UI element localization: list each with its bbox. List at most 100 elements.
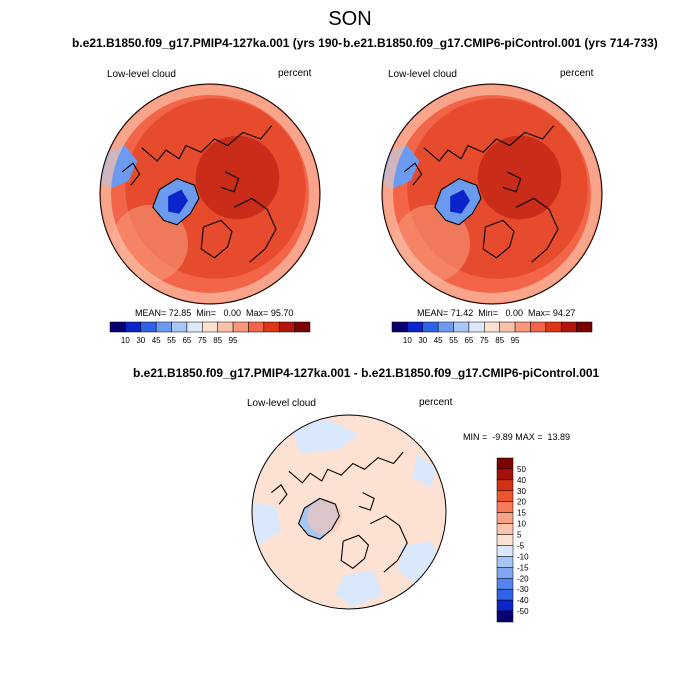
panel3-colorbar-tick: -20 xyxy=(517,574,529,583)
panel3-colorbar-box xyxy=(496,534,514,546)
panel2-colorbar-tick: 10 xyxy=(403,336,412,345)
panel1-colorbar: 10 30 45 55 65 75 85 95 xyxy=(109,321,311,345)
panel3-variable-label: Low-level cloud xyxy=(247,398,316,409)
panel2-coastline xyxy=(434,177,482,226)
panel2-colorbar-box xyxy=(484,321,500,333)
panel2-colorbar-box xyxy=(514,321,531,333)
panel2-coastline xyxy=(515,197,559,263)
panel2-coastline xyxy=(482,219,515,259)
panel3-colorbar-tick: 30 xyxy=(517,487,526,496)
panel2-map-border xyxy=(381,83,603,305)
panel3-colorbar-tick: 50 xyxy=(517,465,526,474)
panel1-map xyxy=(99,83,321,305)
panel2-units-label: percent xyxy=(560,68,594,79)
panel2-coastline xyxy=(502,171,522,193)
panel3-colorbar-tick: -50 xyxy=(517,607,529,616)
panel1-coastline xyxy=(200,219,233,259)
panel2-colorbar: 10 30 45 55 65 75 85 95 xyxy=(391,321,593,345)
panel3-stats: MIN = -9.89 MAX = 13.89 xyxy=(463,432,571,442)
panel3-negative-region xyxy=(334,570,383,608)
panel1-colorbar-tick: 65 xyxy=(182,336,191,345)
panel3-colorbar-tick: 5 xyxy=(517,531,522,540)
panel1-coastline xyxy=(152,177,200,226)
panel3-colorbar-tick: -30 xyxy=(517,585,529,594)
panel3-colorbar-tick: 40 xyxy=(517,476,526,485)
panel3-colorbar-box xyxy=(496,610,514,623)
panel3-coastline xyxy=(271,483,288,505)
panel2-colorbar-box xyxy=(422,321,439,333)
panel2-colorbar-box xyxy=(560,321,577,333)
panel2-colorbar-tick: 75 xyxy=(480,336,489,345)
panel3-colorbar-box xyxy=(496,545,514,557)
panel3-positive-region xyxy=(307,499,343,535)
panel3-colorbar-tick: -10 xyxy=(517,552,529,561)
panel1-colorbar-box xyxy=(278,321,295,333)
panel1-colorbar-tick: 30 xyxy=(136,336,145,345)
panel1-colorbar-box xyxy=(186,321,203,333)
panel1-colorbar-box xyxy=(232,321,249,333)
panel3-negative-region xyxy=(412,453,437,488)
panel2-colorbar-box xyxy=(453,321,470,333)
panel1-coastline xyxy=(220,171,240,193)
panel1-coastline xyxy=(121,162,141,186)
panel1-colorbar-tick: 95 xyxy=(229,336,238,345)
panel2-title: b.e21.B1850.f09_g17.CMIP6-piControl.001 … xyxy=(342,36,658,50)
panel2-variable-label: Low-level cloud xyxy=(388,69,457,80)
panel2-colorbar-box xyxy=(576,321,593,333)
panel3-colorbar-box xyxy=(496,490,514,502)
panel3-colorbar: 50 40 30 20 15 10 5-5 -10 -15 -20 -30 -40 -50 xyxy=(496,457,529,623)
panel1-colorbar-box xyxy=(217,321,234,333)
panel1-map-border xyxy=(99,83,321,305)
panel1-variable-label: Low-level cloud xyxy=(107,69,176,80)
panel1-coastline xyxy=(233,197,277,263)
panel2-coastline xyxy=(423,125,555,162)
panel3-colorbar-box xyxy=(496,556,514,568)
panel3-units-label: percent xyxy=(419,397,453,408)
panel1-title: b.e21.B1850.f09_g17.PMIP4-127ka.001 (yrs… xyxy=(72,36,367,50)
panel1-colorbar-box xyxy=(202,321,218,333)
panel2-greenland-min xyxy=(450,189,470,214)
panel3-coastline xyxy=(297,497,340,540)
panel3-coastline xyxy=(358,492,375,511)
panel3-colorbar-box xyxy=(496,588,514,601)
panel2-colorbar-box xyxy=(407,321,424,333)
panel1-colorbar-box xyxy=(248,321,265,333)
panel1-stats: MEAN= 72.85 Min= 0.00 Max= 95.70 xyxy=(135,308,294,318)
panel3-negative-region xyxy=(252,502,282,546)
panel2-stats: MEAN= 71.42 Min= 0.00 Max= 94.27 xyxy=(417,308,576,318)
panel3-colorbar-box xyxy=(496,501,514,513)
panel1-colorbar-box xyxy=(125,321,142,333)
panel3-negative-region xyxy=(290,419,359,454)
panel2-colorbar-box xyxy=(545,321,562,333)
panel3-colorbar-tick: -40 xyxy=(517,596,529,605)
panel1-colorbar-tick: 75 xyxy=(198,336,207,345)
panel3-colorbar-box xyxy=(496,512,514,524)
panel3-title: b.e21.B1850.f09_g17.PMIP4-127ka.001 - b.… xyxy=(133,366,600,380)
panel2-colorbar-box xyxy=(468,321,485,333)
panel2-colorbar-tick: 30 xyxy=(418,336,427,345)
panel1-colorbar-tick: 45 xyxy=(152,336,161,345)
panel3-colorbar-box xyxy=(496,479,514,492)
panel3-colorbar-box xyxy=(496,578,514,590)
panel3-colorbar-tick: 20 xyxy=(517,498,526,507)
panel1-colorbar-box xyxy=(263,321,280,333)
panel1-colorbar-tick: 55 xyxy=(167,336,176,345)
panel1-colorbar-tick: 10 xyxy=(121,336,130,345)
panel3-colorbar-box xyxy=(496,457,514,470)
panel3-colorbar-box xyxy=(496,567,514,579)
panel3-map xyxy=(251,414,447,610)
panel1-colorbar-box xyxy=(155,321,172,333)
panel3-coastline xyxy=(288,451,404,484)
panel1-greenland-min xyxy=(168,189,188,214)
panel2-colorbar-tick: 65 xyxy=(464,336,473,345)
panel1-colorbar-box xyxy=(109,321,126,333)
panel2-colorbar-tick: 55 xyxy=(449,336,458,345)
panel1-colorbar-box xyxy=(294,321,311,333)
panel2-colorbar-tick: 85 xyxy=(495,336,504,345)
panel2-coastline xyxy=(403,162,423,186)
panel2-field-rim xyxy=(383,85,601,303)
panel2-colorbar-box xyxy=(391,321,408,333)
panel3-colorbar-tick: 10 xyxy=(517,520,526,529)
panel2-colorbar-box xyxy=(437,321,454,333)
panel1-colorbar-box xyxy=(140,321,157,333)
